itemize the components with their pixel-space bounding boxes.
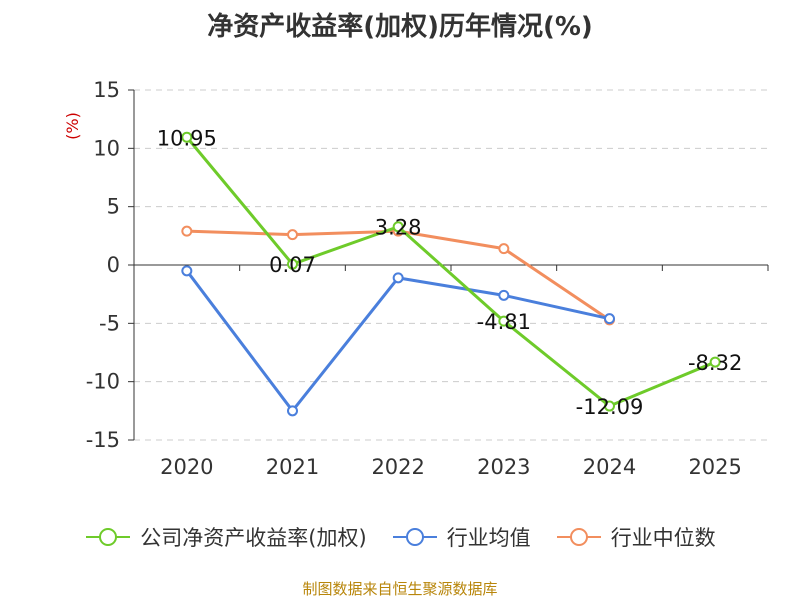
data-label: -4.81 <box>477 310 531 334</box>
legend-label-median: 行业中位数 <box>610 526 716 550</box>
x-tick-label: 2023 <box>477 455 530 479</box>
y-tick-label: 5 <box>107 195 120 219</box>
data-label: -8.32 <box>688 351 742 375</box>
series-industry-mean-point <box>287 405 298 417</box>
legend-symbol-mean <box>392 528 437 546</box>
series-company-roe-point <box>181 131 193 143</box>
y-tick-label: 15 <box>93 78 120 102</box>
data-label: 10.95 <box>157 126 217 150</box>
chart-title: 净资产收益率(加权)历年情况(%) <box>207 12 593 42</box>
series-industry-mean-line <box>185 269 610 413</box>
series-industry-mean-point <box>604 313 615 325</box>
y-tick-label: -5 <box>99 311 120 335</box>
x-tick-label: 2021 <box>266 455 319 479</box>
x-tick-label: 2020 <box>160 455 213 479</box>
series-company-roe-line <box>185 136 716 408</box>
series-company-roe-point <box>392 221 404 233</box>
legend-symbol-median <box>556 528 601 546</box>
series-industry-median-point <box>181 225 193 237</box>
legend-item-company-roe[interactable]: 公司净资产收益率(加权) <box>84 522 367 552</box>
y-tick-label: -15 <box>86 428 120 452</box>
legend-symbol-company <box>86 528 131 546</box>
y-axis-label: (%) <box>63 112 82 140</box>
source-note: 制图数据来自恒生聚源数据库 <box>302 580 498 598</box>
x-tick-label: 2025 <box>688 455 741 479</box>
x-tick-label: 2022 <box>371 455 424 479</box>
legend-label-mean: 行业均值 <box>446 526 531 550</box>
series-company-roe-point <box>498 315 510 327</box>
legend-label-company: 公司净资产收益率(加权) <box>140 526 367 550</box>
series-industry-median-point <box>287 229 298 241</box>
series-company-roe-point <box>287 258 298 270</box>
legend-item-industry-mean[interactable]: 行业均值 <box>391 522 531 552</box>
legend: 公司净资产收益率(加权) 行业均值 行业中位数 <box>0 522 800 552</box>
series-industry-median-point <box>498 243 510 255</box>
series-industry-mean-point <box>181 265 193 277</box>
series-industry-mean-point <box>392 272 404 284</box>
series-industry-mean-point <box>498 289 510 301</box>
y-tick-label: -10 <box>86 370 120 394</box>
legend-item-industry-median[interactable]: 行业中位数 <box>555 522 716 552</box>
series-company-roe-point <box>604 400 615 412</box>
data-label: -12.09 <box>576 395 644 419</box>
y-tick-label: 10 <box>93 136 120 160</box>
x-tick-label: 2024 <box>583 455 636 479</box>
series-company-roe-point <box>709 356 721 368</box>
y-tick-label: 0 <box>107 253 120 277</box>
data-label: 0.07 <box>269 253 316 277</box>
data-label: 3.28 <box>375 216 422 240</box>
